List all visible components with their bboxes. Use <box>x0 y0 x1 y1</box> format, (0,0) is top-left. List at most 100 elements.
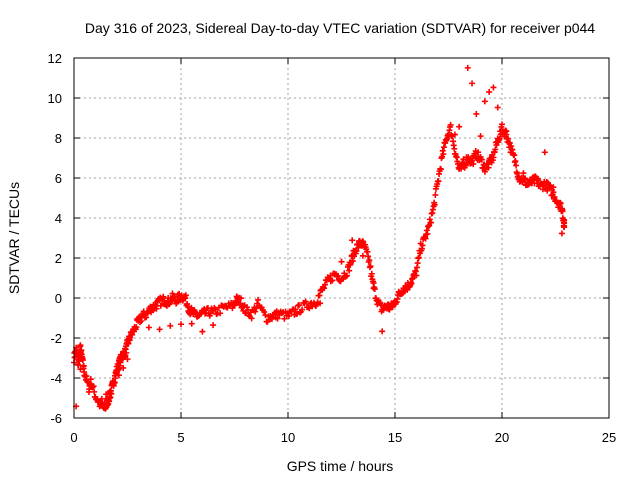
data-point <box>255 296 262 303</box>
y-tick-label: 10 <box>48 91 62 106</box>
data-point <box>481 98 488 105</box>
y-tick-label: 4 <box>55 211 62 226</box>
x-tick-label: 20 <box>495 430 509 445</box>
data-point <box>470 161 477 168</box>
data-point <box>212 306 219 313</box>
y-tick-label: -2 <box>50 331 62 346</box>
data-point <box>367 263 374 270</box>
data-point <box>475 149 482 156</box>
data-point <box>120 364 127 371</box>
grid-layer <box>74 58 609 418</box>
data-point <box>133 324 140 331</box>
data-point <box>316 292 323 299</box>
data-point <box>115 372 122 379</box>
data-point <box>520 170 527 177</box>
y-tick-label: 0 <box>55 291 62 306</box>
y-axis-label: SDTVAR / TECUs <box>6 182 22 294</box>
data-point <box>98 395 105 402</box>
data-point <box>299 306 306 313</box>
data-point <box>469 80 476 87</box>
y-tick-label: -6 <box>50 411 62 426</box>
data-point <box>334 272 341 279</box>
data-point <box>103 391 110 398</box>
data-point <box>349 237 356 244</box>
data-point <box>435 178 442 185</box>
data-point <box>494 104 501 111</box>
data-point <box>561 224 568 231</box>
data-point <box>153 305 160 312</box>
data-point <box>261 308 268 315</box>
data-point <box>76 358 83 365</box>
plot-frame <box>73 57 610 419</box>
data-point <box>292 306 299 313</box>
data-point <box>460 156 467 163</box>
data-point <box>541 149 548 156</box>
data-point <box>210 322 217 329</box>
data-point <box>182 292 189 299</box>
data-point <box>477 133 484 140</box>
data-point <box>262 312 269 319</box>
x-tick-label: 0 <box>70 430 77 445</box>
data-point <box>496 135 503 142</box>
data-point <box>379 328 386 335</box>
data-point <box>157 302 164 309</box>
data-point <box>321 281 328 288</box>
data-point <box>535 176 542 183</box>
data-point <box>492 146 499 153</box>
data-point <box>156 326 163 333</box>
y-tick-label: -4 <box>50 371 62 386</box>
data-point <box>513 162 520 169</box>
data-point <box>428 219 435 226</box>
data-point <box>464 64 471 71</box>
data-point <box>550 184 557 191</box>
data-point <box>217 310 224 317</box>
data-point <box>145 324 152 331</box>
data-point <box>440 151 447 158</box>
data-point <box>490 154 497 161</box>
data-point <box>274 315 281 322</box>
data-point <box>456 123 463 130</box>
data-point <box>207 310 214 317</box>
data-point <box>80 362 87 369</box>
data-point <box>485 164 492 171</box>
ticks-layer: 0 5 10 15 20 25 -6 -4 -2 0 2 4 6 8 10 12 <box>48 51 617 445</box>
data-point <box>462 162 469 169</box>
data-point <box>447 121 454 128</box>
data-point <box>285 313 292 320</box>
data-point <box>77 342 84 349</box>
x-tick-label: 5 <box>177 430 184 445</box>
data-point <box>302 298 309 305</box>
data-point <box>124 356 131 363</box>
data-point <box>419 242 426 249</box>
data-point <box>413 272 420 279</box>
points-layer <box>71 64 568 412</box>
data-point <box>486 88 493 95</box>
data-point <box>346 267 353 274</box>
x-axis-label: GPS time / hours <box>287 458 394 474</box>
data-point <box>87 376 94 383</box>
data-point <box>478 156 485 163</box>
data-point <box>125 340 132 347</box>
data-point <box>91 388 98 395</box>
data-point <box>490 84 497 91</box>
data-point <box>248 315 255 322</box>
data-point <box>365 253 372 260</box>
data-point <box>111 379 118 386</box>
chart-title: Day 316 of 2023, Sidereal Day-to-day VTE… <box>85 20 595 36</box>
data-point <box>327 278 334 285</box>
data-point <box>321 285 328 292</box>
data-point <box>108 390 115 397</box>
data-point <box>522 175 529 182</box>
data-point <box>79 357 86 364</box>
data-point <box>253 305 260 312</box>
data-point <box>370 280 377 287</box>
data-point <box>431 201 438 208</box>
y-tick-label: 12 <box>48 51 62 66</box>
data-point <box>117 359 124 366</box>
x-tick-label: 25 <box>602 430 616 445</box>
data-point <box>557 200 564 207</box>
y-tick-label: 6 <box>55 171 62 186</box>
data-point <box>269 315 276 322</box>
data-point <box>123 349 130 356</box>
